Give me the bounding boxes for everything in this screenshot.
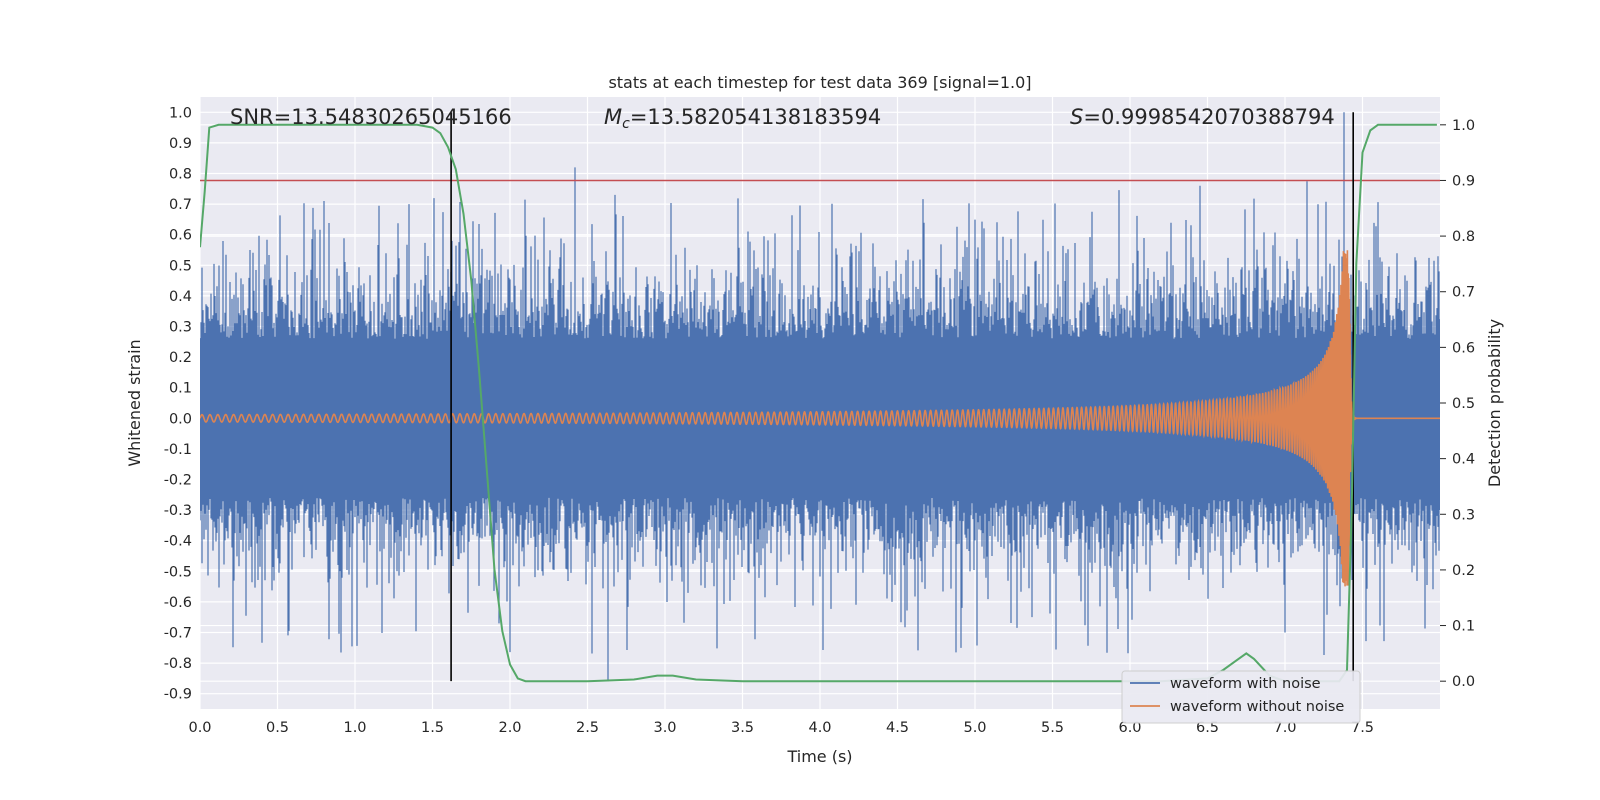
x-tick-label: 6.0 (1118, 720, 1141, 736)
y2-tick-label: 0.9 (1452, 173, 1475, 189)
annotation-s: S=0.9998542070388794 (1070, 105, 1335, 129)
x-tick-label: 2.0 (498, 720, 521, 736)
y-tick-label: 0.8 (169, 167, 192, 183)
y-tick-label: -0.7 (164, 626, 192, 642)
annotation-mc: Mc=13.582054138183594 (604, 105, 881, 132)
x-axis: 0.0 0.5 1.0 1.5 2.0 2.5 3.0 3.5 4.0 4.5 5.0 5.5 6.0 6… (188, 720, 1374, 736)
annotation-snr: SNR=13.54830265045166 (230, 105, 512, 129)
x-tick-label: 4.0 (808, 720, 831, 736)
x-axis-label: Time (s) (786, 747, 852, 766)
x-tick-label: 0.0 (188, 720, 211, 736)
annotation-s-value: =0.9998542070388794 (1083, 105, 1334, 129)
y-axis-left: 1.0 0.9 0.8 0.7 0.6 0.5 0.4 0.3 0.2 0.1 0.0 -0.1 -0.… (164, 105, 192, 702)
y-tick-label: -0.6 (164, 595, 192, 611)
y2-axis-label: Detection probability (1485, 319, 1504, 487)
y-tick-label: -0.3 (164, 503, 192, 519)
y-tick-label: 0.0 (169, 411, 192, 427)
x-tick-label: 7.5 (1351, 720, 1374, 736)
x-tick-label: 6.5 (1196, 720, 1219, 736)
y2-tick-label: 1.0 (1452, 118, 1475, 134)
y2-tick-label: 0.1 (1452, 619, 1475, 635)
y2-tick-label: 0.2 (1452, 563, 1475, 579)
x-tick-label: 1.0 (343, 720, 366, 736)
y2-tick-label: 0.3 (1452, 507, 1475, 523)
legend-label-noise: waveform with noise (1170, 676, 1321, 692)
y-tick-label: 0.2 (169, 350, 192, 366)
chart-title: stats at each timestep for test data 369… (608, 73, 1031, 92)
y2-tick-label: 0.0 (1452, 674, 1475, 690)
y-tick-label: -0.8 (164, 656, 192, 672)
y2-tick-label: 0.7 (1452, 285, 1475, 301)
y-tick-label: 0.9 (169, 136, 192, 152)
y-tick-label: 0.1 (169, 381, 192, 397)
y-axis-label: Whitened strain (125, 339, 144, 466)
x-tick-label: 7.0 (1273, 720, 1296, 736)
x-tick-label: 5.0 (963, 720, 986, 736)
y-tick-label: 0.5 (169, 258, 192, 274)
annotation-s-symbol: S (1070, 105, 1083, 129)
x-tick-label: 1.5 (421, 720, 444, 736)
y2-tick-label: 0.5 (1452, 396, 1475, 412)
x-tick-label: 4.5 (886, 720, 909, 736)
y2-tick-label: 0.6 (1452, 340, 1475, 356)
y-tick-label: 0.6 (169, 228, 192, 244)
annotation-mc-symbol: M (604, 105, 622, 129)
y-tick-label: -0.5 (164, 564, 192, 580)
y-tick-label: 0.4 (169, 289, 192, 305)
x-tick-label: 5.5 (1041, 720, 1064, 736)
annotation-mc-value: =13.582054138183594 (630, 105, 881, 129)
y-tick-label: -0.4 (164, 534, 192, 550)
x-tick-label: 2.5 (576, 720, 599, 736)
y-tick-label: 1.0 (169, 105, 192, 121)
y-axis-right: 1.0 0.9 0.8 0.7 0.6 0.5 0.4 0.3 0.2 0.1 0.0 (1440, 118, 1475, 690)
legend-label-clean: waveform without noise (1170, 699, 1344, 715)
y-tick-label: -0.2 (164, 473, 192, 489)
y2-tick-label: 0.8 (1452, 229, 1475, 245)
y-tick-label: 0.7 (169, 197, 192, 213)
x-tick-label: 0.5 (266, 720, 289, 736)
legend: waveform with noise waveform without noi… (1121, 670, 1361, 724)
y-tick-label: -0.1 (164, 442, 192, 458)
y-tick-label: 0.3 (169, 320, 192, 336)
y-tick-label: -0.9 (164, 687, 192, 703)
y2-tick-label: 0.4 (1452, 452, 1475, 468)
x-tick-label: 3.0 (653, 720, 676, 736)
series-waveform-without-noise (200, 250, 1440, 587)
x-tick-label: 3.5 (731, 720, 754, 736)
annotation-mc-sub: c (622, 116, 630, 132)
